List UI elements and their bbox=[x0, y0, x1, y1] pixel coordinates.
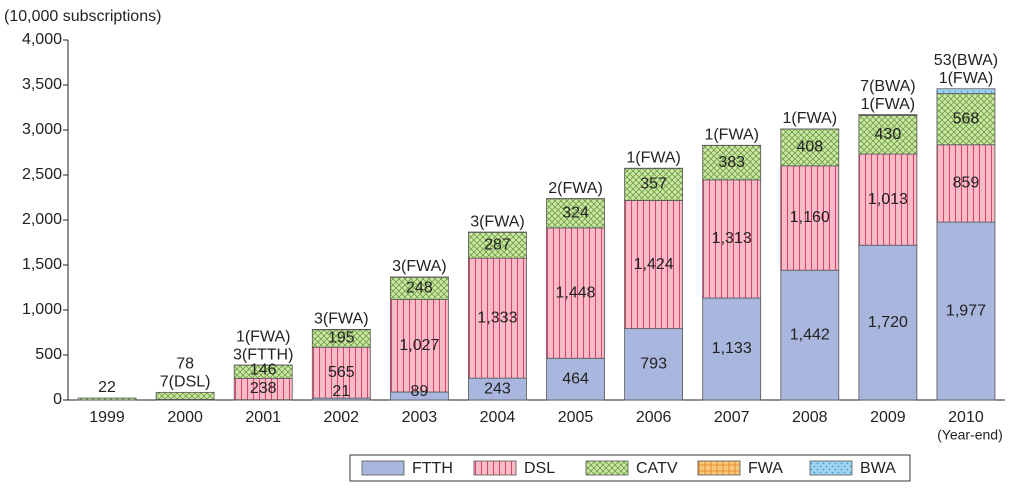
data-label: 1,720 bbox=[868, 314, 908, 331]
data-label: 408 bbox=[796, 139, 823, 156]
legend-label: FWA bbox=[748, 460, 783, 477]
data-label: 1,977 bbox=[946, 302, 986, 319]
x-tick-label: 2008 bbox=[792, 409, 828, 426]
y-tick-label: 4,000 bbox=[22, 31, 62, 48]
x-tick-label: 2006 bbox=[636, 409, 672, 426]
x-tick-label: 2010 bbox=[948, 409, 984, 426]
data-label: 7(BWA) bbox=[860, 78, 915, 95]
data-label: 464 bbox=[562, 370, 589, 387]
y-tick-label: 0 bbox=[53, 391, 62, 408]
data-label: 1,313 bbox=[712, 230, 752, 247]
data-label: 1,448 bbox=[556, 284, 596, 301]
x-tick-label: 2002 bbox=[323, 409, 359, 426]
data-label: 324 bbox=[562, 205, 589, 222]
data-label: 1(FWA) bbox=[626, 149, 681, 166]
data-label: 859 bbox=[953, 175, 980, 192]
data-label: 287 bbox=[484, 236, 511, 253]
data-label: 195 bbox=[328, 330, 355, 347]
legend-swatch bbox=[362, 461, 404, 475]
data-label: 248 bbox=[406, 280, 433, 297]
data-label: 565 bbox=[328, 364, 355, 381]
x-tick-label: 2001 bbox=[245, 409, 281, 426]
data-label: 1(FWA) bbox=[939, 70, 994, 87]
data-label: 21 bbox=[332, 383, 350, 400]
data-label: 1,013 bbox=[868, 191, 908, 208]
x-tick-label: 2007 bbox=[714, 409, 750, 426]
data-label: 1(FWA) bbox=[704, 127, 759, 144]
data-label: 1,442 bbox=[790, 326, 830, 343]
x-tick-label: 2003 bbox=[402, 409, 438, 426]
x-tick-label: 2009 bbox=[870, 409, 906, 426]
data-label: 1,424 bbox=[634, 256, 674, 273]
data-label: 146 bbox=[250, 362, 277, 379]
legend-label: FTTH bbox=[412, 460, 453, 477]
bar-segment bbox=[937, 89, 995, 94]
legend-swatch bbox=[586, 461, 628, 475]
data-label: 2(FWA) bbox=[548, 180, 603, 197]
data-label: 568 bbox=[953, 110, 980, 127]
data-label: 7(DSL) bbox=[160, 374, 211, 391]
bar-segment bbox=[859, 115, 917, 116]
y-tick-label: 2,000 bbox=[22, 211, 62, 228]
bar-segment bbox=[156, 392, 214, 399]
data-label: 1,133 bbox=[712, 340, 752, 357]
data-label: 22 bbox=[98, 379, 116, 396]
data-label: 1(FWA) bbox=[236, 328, 291, 345]
legend-swatch bbox=[810, 461, 852, 475]
data-label: 243 bbox=[484, 380, 511, 397]
y-axis-label: (10,000 subscriptions) bbox=[4, 8, 161, 25]
data-label: 430 bbox=[875, 126, 902, 143]
y-tick-label: 2,500 bbox=[22, 166, 62, 183]
legend-label: DSL bbox=[524, 460, 555, 477]
legend-label: BWA bbox=[860, 460, 896, 477]
legend-swatch bbox=[698, 461, 740, 475]
data-label: 357 bbox=[640, 176, 667, 193]
data-label: 3(FWA) bbox=[314, 311, 369, 328]
data-label: 89 bbox=[410, 383, 428, 400]
annotation: (Year-end) bbox=[937, 427, 1003, 443]
data-label: 1,333 bbox=[477, 309, 517, 326]
y-tick-label: 1,000 bbox=[22, 301, 62, 318]
data-label: 3(FWA) bbox=[392, 258, 447, 275]
x-tick-label: 1999 bbox=[89, 409, 125, 426]
data-label: 238 bbox=[250, 380, 277, 397]
data-label: 1,160 bbox=[790, 209, 830, 226]
data-label: 793 bbox=[640, 356, 667, 373]
x-tick-label: 2005 bbox=[558, 409, 594, 426]
data-label: 1(FWA) bbox=[783, 110, 838, 127]
data-label: 3(FWA) bbox=[470, 213, 525, 230]
x-tick-label: 2000 bbox=[167, 409, 203, 426]
data-label: 53(BWA) bbox=[934, 52, 998, 69]
data-label: 3(FTTH) bbox=[233, 346, 293, 363]
data-label: 1,027 bbox=[399, 337, 439, 354]
y-tick-label: 1,500 bbox=[22, 256, 62, 273]
y-tick-label: 500 bbox=[35, 346, 62, 363]
data-label: 383 bbox=[718, 154, 745, 171]
data-label: 78 bbox=[176, 356, 194, 373]
legend-swatch bbox=[474, 461, 516, 475]
y-tick-label: 3,500 bbox=[22, 76, 62, 93]
y-tick-label: 3,000 bbox=[22, 121, 62, 138]
bar-segment bbox=[78, 398, 136, 400]
x-tick-label: 2004 bbox=[480, 409, 516, 426]
data-label: 1(FWA) bbox=[861, 96, 916, 113]
legend-label: CATV bbox=[636, 460, 678, 477]
